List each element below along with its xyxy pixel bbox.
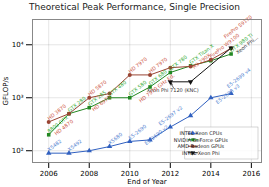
svg-text:INTEL Xeon Phi: INTEL Xeon Phi	[182, 150, 219, 156]
svg-text:2014: 2014	[202, 170, 220, 178]
svg-text:GTX 780: GTX 780	[168, 54, 188, 72]
svg-text:10²: 10²	[12, 147, 24, 155]
svg-text:GFLOP/s: GFLOP/s	[2, 76, 10, 105]
svg-text:E5-2699 v4: E5-2699 v4	[225, 67, 251, 89]
svg-text:2008: 2008	[80, 170, 98, 178]
svg-text:HD 5870: HD 5870	[87, 79, 108, 97]
html-text:Theoretical Peak Performance,: Theoretical Peak Performance, Single Pre…	[29, 2, 240, 12]
svg-text:GTX Titan X: GTX Titan X	[188, 42, 215, 66]
svg-text:10⁴: 10⁴	[12, 41, 24, 49]
svg-text:2010: 2010	[120, 170, 139, 179]
svg-text:E5-2698 v3: E5-2698 v3	[214, 82, 241, 105]
svg-text:Xeon Phi...: Xeon Phi...	[235, 34, 260, 55]
svg-text:HD 4870: HD 4870	[53, 118, 74, 136]
svg-text:GTX 280: GTX 280	[66, 95, 86, 113]
svg-text:AMD Radeon GPUs: AMD Radeon GPUs	[177, 143, 224, 149]
svg-text:E5-2690 v2: E5-2690 v2	[143, 124, 169, 146]
svg-text:Xeon Phi 7120 (KNC): Xeon Phi 7120 (KNC)	[146, 87, 199, 94]
svg-text:2016: 2016	[242, 170, 260, 178]
svg-text:2006: 2006	[40, 170, 58, 178]
svg-text:E5-2697 v2: E5-2697 v2	[157, 104, 183, 126]
svg-text:X5492: X5492	[66, 138, 82, 153]
svg-text:GTX 480: GTX 480	[107, 79, 127, 97]
svg-text:E5-2690: E5-2690	[127, 123, 147, 141]
svg-text:INTEL Xeon CPUs: INTEL Xeon CPUs	[179, 130, 222, 136]
svg-text:HD 7970 GHz Ed.: HD 7970 GHz Ed.	[138, 72, 176, 104]
svg-text:R9 290X: R9 290X	[191, 51, 212, 70]
svg-text:X5482: X5482	[46, 138, 62, 153]
svg-text:HD 6970: HD 6970	[91, 94, 112, 112]
svg-text:End of Year: End of Year	[127, 178, 166, 186]
svg-text:FirePro W9100: FirePro W9100	[208, 32, 241, 60]
svg-text:NVIDIA GeForce GPUs: NVIDIA GeForce GPUs	[174, 137, 229, 143]
svg-text:HD 7970: HD 7970	[147, 56, 168, 74]
svg-text:10³: 10³	[12, 94, 24, 102]
svg-text:HD 7970: HD 7970	[127, 56, 148, 74]
svg-text:FirePro S9170: FirePro S9170	[222, 14, 253, 40]
svg-text:GTX 580: GTX 580	[127, 79, 148, 98]
svg-text:8800 GTX: 8800 GTX	[46, 114, 70, 135]
svg-text:HD 3870: HD 3870	[46, 103, 67, 121]
svg-text:2012: 2012	[161, 170, 180, 179]
svg-text:X5680: X5680	[107, 131, 123, 146]
